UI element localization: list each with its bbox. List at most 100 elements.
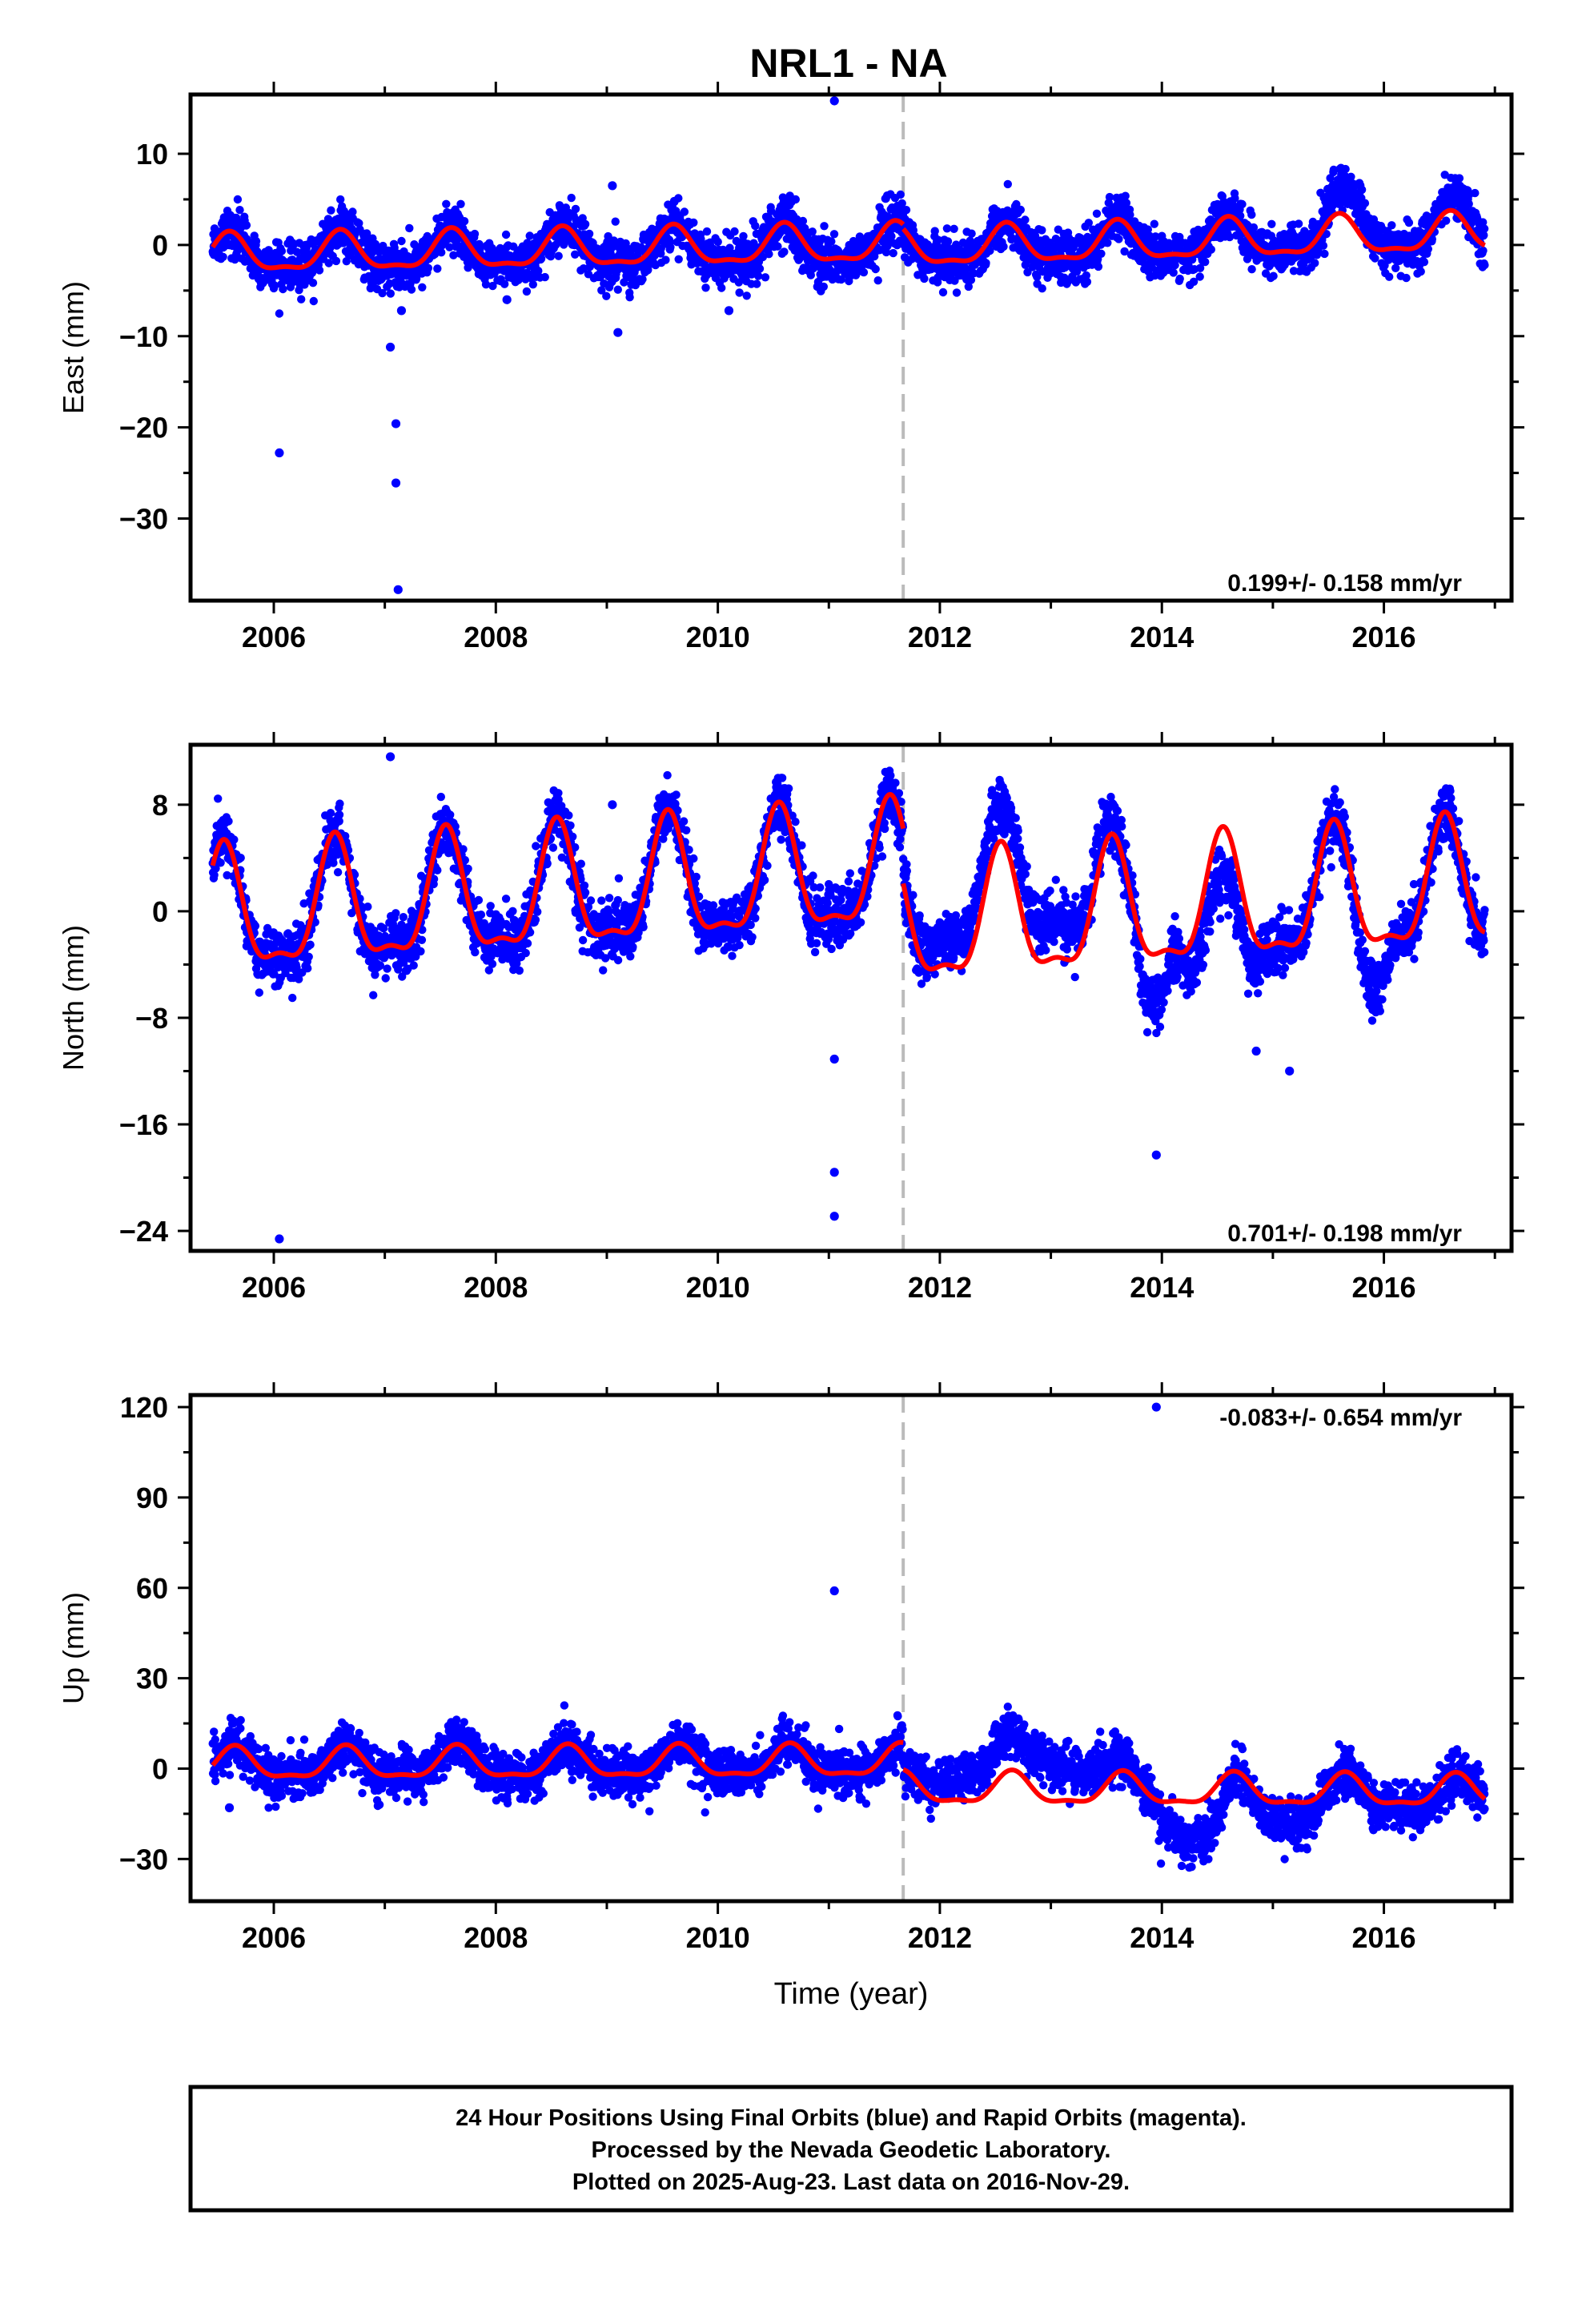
east-data-point — [442, 199, 451, 208]
east-data-point — [1247, 265, 1256, 274]
north-data-point — [433, 866, 442, 875]
north-data-point — [304, 952, 313, 962]
east-x-tick-label: 2012 — [908, 621, 972, 653]
east-outlier-point — [829, 96, 839, 106]
east-data-point — [1371, 254, 1379, 263]
east-data-point — [279, 284, 287, 294]
north-data-point — [329, 858, 338, 867]
east-data-point — [433, 264, 442, 273]
east-data-point — [780, 247, 789, 256]
north-data-point — [333, 868, 343, 877]
east-data-point — [1387, 221, 1396, 230]
north-data-point — [371, 971, 379, 979]
east-data-point — [1231, 194, 1239, 203]
east-data-point — [1416, 267, 1425, 276]
east-data-point — [1391, 263, 1400, 272]
east-data-point — [315, 266, 324, 275]
east-data-point — [308, 279, 318, 287]
east-data-point — [534, 267, 543, 275]
north-data-point — [295, 975, 303, 983]
north-data-point — [501, 895, 511, 903]
east-data-point — [1097, 249, 1106, 258]
north-data-point — [363, 903, 372, 911]
east-data-point — [755, 264, 765, 273]
east-data-point — [336, 195, 345, 204]
east-data-point — [950, 224, 958, 233]
east-data-point — [986, 246, 994, 255]
east-data-point — [620, 278, 628, 287]
east-data-point — [806, 271, 815, 279]
east-data-point — [1322, 230, 1331, 239]
east-data-point — [488, 281, 497, 291]
east-data-point — [1479, 246, 1488, 255]
north-data-point — [251, 922, 260, 931]
north-data-point — [488, 959, 497, 968]
north-data-point — [476, 911, 486, 919]
east-data-point — [277, 247, 287, 255]
east-data-point — [896, 190, 905, 199]
east-data-point — [966, 275, 976, 284]
north-data-layer — [208, 745, 1489, 1251]
east-data-point — [873, 276, 882, 285]
east-data-point — [743, 239, 753, 248]
east-data-point — [1480, 260, 1489, 270]
east-y-tick-label: 10 — [136, 138, 168, 171]
east-data-point — [1442, 216, 1451, 225]
east-data-point — [1347, 172, 1355, 181]
east-data-point — [829, 230, 839, 239]
north-data-point — [471, 947, 480, 957]
north-data-point — [369, 991, 378, 999]
east-y-tick-label: −30 — [119, 503, 168, 536]
east-data-point — [713, 237, 722, 247]
east-data-point — [407, 285, 416, 294]
east-data-point — [219, 252, 227, 261]
east-data-point — [1114, 235, 1123, 243]
east-data-point — [1121, 191, 1130, 200]
north-data-point — [211, 864, 220, 873]
east-rate-label: 0.199+/- 0.158 mm/yr — [1227, 570, 1462, 597]
east-data-point — [1143, 225, 1153, 234]
east-data-point — [271, 281, 279, 290]
east-x-tick-label: 2006 — [242, 621, 306, 653]
north-data-point — [306, 940, 315, 949]
east-data-point — [1319, 241, 1328, 250]
east-outlier-point — [391, 478, 401, 488]
east-data-point — [1423, 244, 1433, 254]
east-data-point — [689, 218, 698, 227]
east-data-point — [528, 280, 537, 289]
east-data-point — [1455, 174, 1464, 183]
east-data-point — [1464, 199, 1473, 208]
north-data-point — [399, 913, 408, 922]
north-data-point — [446, 810, 455, 819]
east-data-point — [749, 239, 758, 247]
east-data-point — [1360, 199, 1370, 207]
east-data-point — [753, 271, 763, 280]
east-data-point — [501, 230, 511, 239]
east-data-point — [1249, 223, 1259, 232]
east-data-point — [753, 279, 761, 288]
east-data-point — [327, 206, 335, 215]
east-data-point — [1084, 219, 1094, 227]
east-data-point — [1150, 219, 1159, 228]
east-data-point — [1094, 262, 1103, 271]
east-data-point — [525, 231, 534, 240]
east-data-point — [580, 219, 590, 229]
east-data-point — [942, 224, 952, 233]
east-x-tick-label: 2010 — [686, 621, 750, 653]
east-data-point — [1195, 272, 1204, 281]
east-data-point — [390, 243, 399, 252]
north-data-point — [303, 964, 312, 973]
north-scatter-points — [208, 752, 1489, 1244]
east-data-point — [509, 242, 518, 251]
east-data-point — [1007, 234, 1017, 243]
east-y-tick-label: 0 — [152, 229, 168, 262]
east-data-point — [773, 242, 782, 251]
east-data-point — [445, 243, 454, 251]
east-data-point — [1329, 165, 1339, 175]
east-data-point — [571, 250, 580, 259]
north-data-point — [236, 854, 245, 862]
east-outlier-point — [393, 585, 403, 594]
east-data-point — [309, 296, 318, 306]
